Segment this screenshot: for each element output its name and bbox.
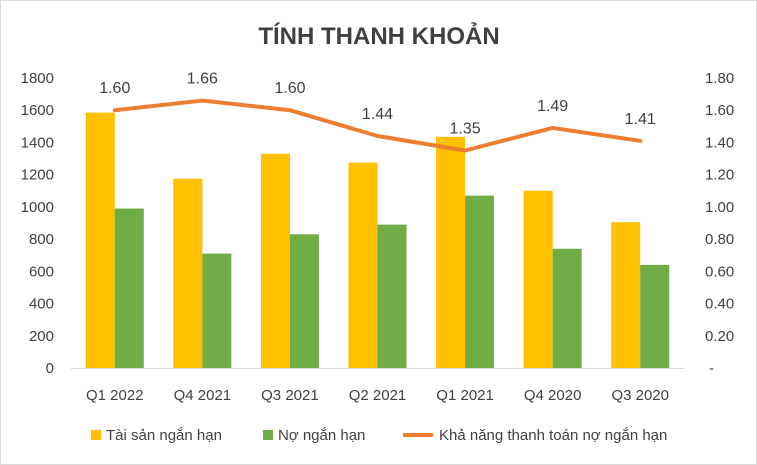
y-right-tick-label: 1.80 (705, 70, 734, 87)
liquidity-ratio-data-label: 1.60 (99, 80, 130, 97)
y-left-tick-label: 0 (46, 360, 54, 377)
y-right-tick-label: - (709, 360, 714, 377)
liquidity-ratio-data-label: 1.35 (450, 121, 481, 138)
legend-item-tai-san-ngan-han: Tài sản ngắn hạn (91, 427, 222, 444)
y-right-tick-label: 1.00 (705, 199, 734, 216)
x-tick-label: Q2 2021 (349, 387, 407, 404)
y-right-tick-label: 0.80 (705, 231, 734, 248)
legend-label: Tài sản ngắn hạn (106, 427, 222, 444)
line-layer: 1.60 1.66 1.60 1.44 1.35 1.49 1.41 (99, 71, 656, 153)
bar-no-ngan-han (552, 248, 582, 368)
y-right-tick-label: 0.40 (705, 296, 734, 313)
x-tick-label: Q1 2021 (436, 387, 494, 404)
liquidity-ratio-data-label: 1.41 (625, 111, 656, 128)
x-tick-label: Q4 2021 (174, 387, 232, 404)
legend-label: Nợ ngắn hạn (278, 427, 365, 444)
y-left-tick-label: 1000 (21, 199, 54, 216)
legend-swatch (263, 430, 273, 440)
legend-label: Khả năng thanh toán nợ ngắn hạn (439, 427, 667, 444)
liquidity-ratio-line (112, 98, 643, 153)
y-left-tick-label: 1600 (21, 102, 54, 119)
legend-item-no-ngan-han: Nợ ngắn hạn (263, 427, 365, 444)
bar-no-ngan-han (465, 195, 495, 368)
y-left-tick-label: 800 (29, 231, 54, 248)
bar-no-ngan-han (289, 234, 319, 368)
bar-no-ngan-han (114, 208, 144, 368)
liquidity-ratio-data-label: 1.60 (274, 80, 305, 97)
legend: Tài sản ngắn hạn Nợ ngắn hạn Khả năng than… (91, 427, 667, 444)
bars-layer (85, 112, 670, 368)
chart-title: TÍNH THANH KHOẢN (258, 21, 499, 50)
liquidity-ratio-data-label: 1.44 (362, 106, 393, 123)
y-right-tick-label: 0.60 (705, 263, 734, 280)
bar-no-ngan-han (640, 264, 670, 368)
y-left-tick-label: 400 (29, 296, 54, 313)
x-tick-label: Q3 2021 (261, 387, 319, 404)
y-left-tick-label: 600 (29, 263, 54, 280)
legend-swatch (91, 430, 101, 440)
y-right-tick-label: 0.20 (705, 328, 734, 345)
y-left-tick-label: 1400 (21, 134, 54, 151)
y-right-tick-label: 1.60 (705, 102, 734, 119)
y-right-tick-label: 1.40 (705, 134, 734, 151)
y-right-tick-label: 1.20 (705, 167, 734, 184)
x-tick-label: Q4 2020 (524, 387, 582, 404)
bar-tai-san-ngan-han (523, 190, 553, 368)
y-left-tick-label: 200 (29, 328, 54, 345)
liquidity-ratio-data-label: 1.49 (537, 98, 568, 115)
bar-tai-san-ngan-han (348, 162, 378, 368)
axes-layer: 0 200 400 600 800 1000 1200 1400 1600 1800 - 0.20 0.… (21, 70, 735, 404)
bar-no-ngan-han (202, 253, 232, 368)
bar-tai-san-ngan-han (85, 112, 115, 368)
bar-tai-san-ngan-han (611, 222, 641, 368)
legend-item-kha-nang-thanh-toan: Khả năng thanh toán nợ ngắn hạn (403, 427, 667, 444)
y-left-tick-label: 1800 (21, 70, 54, 87)
bar-tai-san-ngan-han (436, 136, 466, 368)
bar-tai-san-ngan-han (173, 178, 203, 368)
liquidity-ratio-data-label: 1.66 (187, 71, 218, 88)
y-left-tick-label: 1200 (21, 167, 54, 184)
bar-no-ngan-han (377, 224, 407, 368)
x-tick-label: Q1 2022 (86, 387, 144, 404)
x-tick-label: Q3 2020 (611, 387, 669, 404)
bar-tai-san-ngan-han (260, 153, 290, 368)
